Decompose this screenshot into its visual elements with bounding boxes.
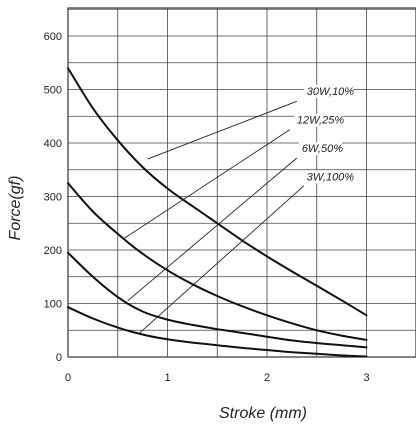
series-line-2 [67,251,368,349]
y-tick-label: 500 [44,85,62,97]
series-lines [67,67,368,358]
plot-frame [67,7,416,358]
annotation-label-1: 12W,25% [297,115,345,127]
y-tick-label: 100 [44,299,62,311]
annotation-leader-line [127,157,298,302]
series-line-0 [67,67,368,317]
y-tick-label: 600 [44,31,62,43]
annotation-label-2: 6W,50% [302,143,343,155]
y-axis-label: Force(gf) [7,176,24,241]
annotation-label-bg [298,142,343,156]
y-tick-label: 400 [44,138,62,150]
x-tick-label: 2 [264,372,270,384]
annotation-label-3: 3W,100% [307,171,355,183]
y-tick-label: 300 [44,192,62,204]
series-line-3 [67,306,368,358]
annotation-label-0: 30W,10% [307,86,355,98]
y-tick-label: 200 [44,245,62,257]
annotation-label-bg [303,84,354,98]
x-tick-label: 3 [363,372,369,384]
annotation-leader-line [122,129,291,240]
x-tick-label: 0 [65,372,71,384]
tick-labels: 0 1 2 3 0 100 200 300 400 500 600 [44,31,370,384]
annotation-leader-line [147,100,298,160]
y-tick-label: 0 [56,352,62,364]
grid [67,7,416,358]
annotation-label-bg [303,170,354,184]
annotation-leaders [122,84,354,334]
annotation-label-bg [293,113,344,127]
annotation-labels: 30W,10% 12W,25% 6W,50% 3W,100% [297,86,354,184]
x-tick-label: 1 [164,372,170,384]
annotation-leader-line [139,185,305,334]
x-axis-label: Stroke (mm) [219,405,307,422]
series-line-1 [67,182,368,341]
